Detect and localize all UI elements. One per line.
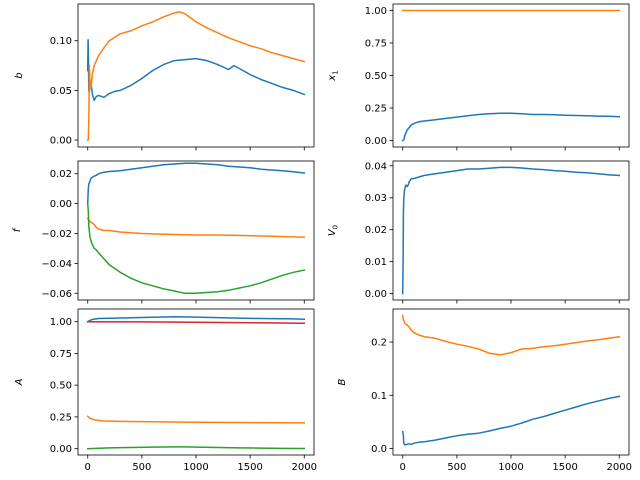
series-line-1 — [86, 320, 306, 324]
y-tick-label: 0.25 — [365, 104, 387, 115]
series-line-0 — [86, 315, 306, 323]
panel-A: 0 500 1000 1500 2000 0.00 0.25 0.50 0.75 1.00 A — [14, 308, 317, 473]
x-tick-label: 0 — [400, 462, 406, 473]
series-line-0 — [401, 395, 621, 446]
y-axis-label: A — [14, 378, 25, 386]
x-tick-label: 1000 — [498, 462, 523, 473]
y-tick-label: 0.01 — [365, 257, 387, 268]
y-axis-label: f — [12, 227, 23, 232]
y-tick-label: 0.75 — [365, 39, 387, 50]
x-tick-label: 1000 — [183, 462, 208, 473]
series-line-0 — [86, 162, 306, 205]
x-tick-label: 500 — [447, 462, 466, 473]
y-tick-label: 0.00 — [365, 289, 387, 300]
y-tick-label: 0.02 — [50, 169, 72, 180]
x-tick-label: 0 — [85, 462, 91, 473]
series-line-0 — [401, 166, 621, 295]
series-line-1 — [401, 314, 621, 356]
y-tick-label: 0.1 — [371, 391, 387, 402]
y-axis-label: x1 — [327, 70, 340, 81]
y-tick-label: −0.06 — [41, 289, 72, 300]
y-tick-label: −0.04 — [41, 259, 72, 270]
y-tick-label: 0.00 — [50, 444, 72, 455]
panel-f: −0.06 −0.04 −0.02 0.00 0.02 f — [12, 160, 315, 304]
panel-x1: 0.00 0.25 0.50 0.75 1.00 x1 — [327, 3, 630, 151]
y-tick-label: 0.04 — [365, 161, 387, 172]
series-line-2 — [86, 202, 306, 295]
y-tick-label: 0.25 — [50, 412, 72, 423]
panel-V0: 0.00 0.01 0.02 0.03 0.04 V0 — [327, 160, 630, 304]
y-tick-label: 0.00 — [50, 136, 72, 147]
y-tick-label: 0.75 — [50, 349, 72, 360]
y-tick-label: 1.00 — [50, 317, 72, 328]
y-tick-label: 0.50 — [50, 381, 72, 392]
x-tick-label: 1500 — [552, 462, 577, 473]
y-tick-label: 0.0 — [371, 444, 387, 455]
x-tick-label: 2000 — [292, 462, 317, 473]
y-tick-label: 0.10 — [50, 36, 72, 47]
panel-b: 0.00 0.05 0.10 b — [14, 3, 315, 151]
series-line-1 — [86, 217, 306, 238]
y-axis-label: B — [337, 378, 348, 385]
y-tick-label: −0.02 — [41, 229, 72, 240]
x-tick-label: 2000 — [607, 462, 632, 473]
y-tick-label: 0.50 — [365, 71, 387, 82]
series-line-3 — [86, 446, 306, 450]
panel-B: 0 500 1000 1500 2000 0.0 0.1 0.2 B — [337, 308, 632, 473]
y-tick-label: 0.03 — [365, 193, 387, 204]
y-tick-label: 0.00 — [50, 199, 72, 210]
y-tick-label: 0.00 — [365, 136, 387, 147]
series-line-1 — [86, 11, 306, 141]
series-line-2 — [86, 415, 306, 424]
series-line-0 — [401, 112, 621, 142]
x-tick-label: 1500 — [237, 462, 262, 473]
y-axis-label: b — [14, 72, 25, 78]
y-tick-label: 0.2 — [371, 338, 387, 349]
x-tick-label: 500 — [132, 462, 151, 473]
y-tick-label: 0.02 — [365, 225, 387, 236]
y-tick-label: 0.05 — [50, 86, 72, 97]
y-tick-label: 1.00 — [365, 6, 387, 17]
y-axis-label: V0 — [327, 225, 340, 236]
